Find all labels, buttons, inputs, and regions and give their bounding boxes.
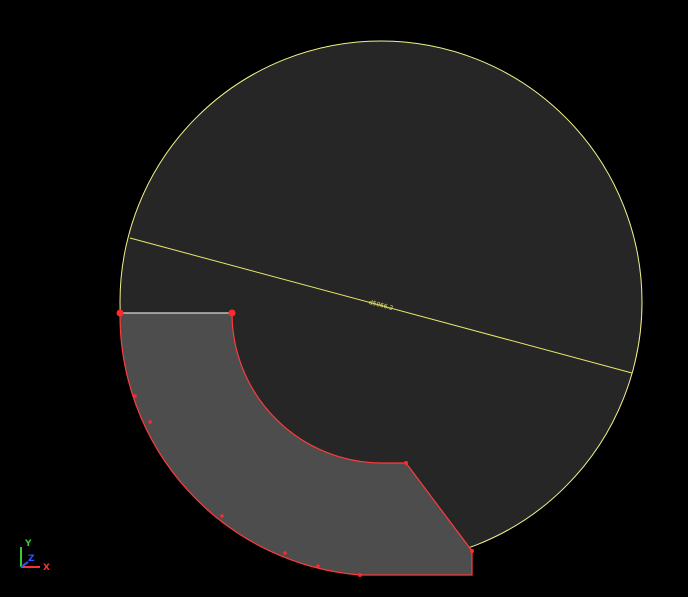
axis-triad: Y X Z — [20, 539, 50, 573]
vertex-point[interactable] — [133, 394, 137, 398]
sector-inner-arc[interactable] — [231, 312, 406, 464]
z-axis-arrow — [20, 561, 29, 568]
vertex-point[interactable] — [470, 549, 474, 553]
vertex-point[interactable] — [316, 564, 320, 568]
vertex-point[interactable] — [116, 309, 124, 317]
vertex-point[interactable] — [220, 514, 224, 518]
vertex-markers — [116, 309, 474, 577]
x-axis-label: X — [43, 563, 50, 573]
vertex-point[interactable] — [283, 551, 287, 555]
z-axis-label: Z — [28, 554, 35, 564]
y-axis-label: Y — [24, 539, 32, 549]
sector-side-edge[interactable] — [360, 462, 473, 576]
diameter-dimension-line[interactable] — [129, 237, 633, 374]
vertex-point[interactable] — [358, 573, 362, 577]
vertex-point[interactable] — [404, 461, 408, 465]
vertex-point[interactable] — [228, 309, 236, 317]
annular-sector-face[interactable] — [119, 313, 472, 575]
vertex-point[interactable] — [148, 420, 152, 424]
sector-outer-arc[interactable] — [119, 312, 361, 576]
